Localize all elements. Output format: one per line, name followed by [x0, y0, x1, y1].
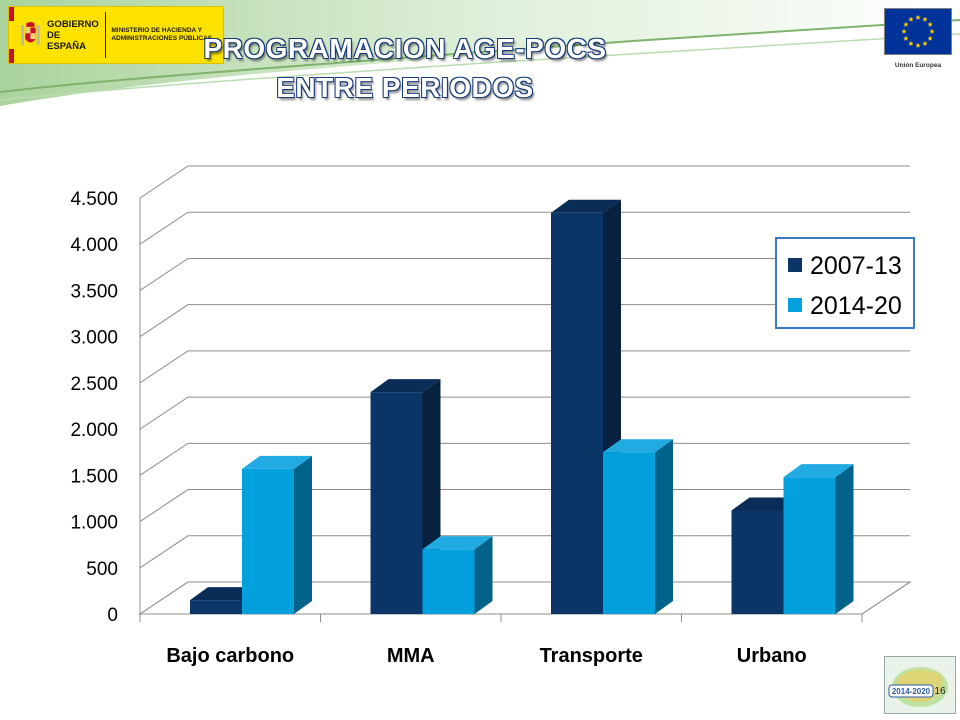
y-tick-label: 3.500	[70, 281, 118, 302]
eu-star-icon	[908, 16, 914, 22]
x-category-label: Urbano	[737, 645, 807, 667]
legend-swatch	[788, 258, 802, 272]
bar-front	[242, 468, 294, 614]
eu-flag-icon	[884, 8, 952, 55]
eu-logo: Unión Europea	[884, 8, 952, 69]
programme-badge: 2014-2020	[884, 656, 956, 714]
floor-edge	[861, 581, 911, 615]
spanish-flag-stripe	[9, 7, 15, 63]
x-category-label: MMA	[387, 645, 435, 667]
bar-top	[783, 464, 854, 478]
page-number: 16	[934, 686, 946, 697]
chart-legend	[775, 237, 915, 329]
bar-side	[474, 536, 493, 614]
gridline	[139, 165, 910, 199]
bar-front	[731, 510, 784, 614]
bar-front	[190, 600, 242, 614]
coat-of-arms-icon	[21, 21, 40, 45]
badge-text: 2014-2020	[892, 687, 931, 696]
y-tick-label: 3.000	[70, 328, 118, 349]
y-tick-label: 500	[86, 559, 118, 580]
y-tick-label: 1.500	[70, 466, 118, 487]
logo-divider	[104, 12, 106, 58]
bar-front	[370, 392, 423, 614]
legend-label: 2014-20	[810, 292, 902, 320]
gridline	[139, 211, 910, 245]
y-tick-label: 1.000	[70, 513, 118, 534]
y-tick-label: 0	[107, 605, 118, 626]
bar-front	[603, 452, 655, 614]
gridline	[139, 257, 910, 291]
x-category-label: Bajo carbono	[166, 645, 294, 667]
bar-top	[370, 379, 441, 393]
government-name: GOBIERNO DE ESPAÑA	[47, 18, 99, 52]
bar-top	[603, 439, 673, 453]
y-tick-label: 2.000	[70, 420, 118, 441]
eu-star-icon	[927, 35, 933, 41]
eu-star-icon	[908, 40, 914, 46]
bar-top	[422, 536, 493, 550]
eu-star-icon	[929, 28, 935, 34]
eu-star-icon	[915, 42, 921, 48]
ministry-name: MINISTERIO DE HACIENDA Y ADMINISTRACIONE…	[111, 26, 213, 43]
gridline	[139, 396, 910, 430]
legend-label: 2007-13	[810, 252, 902, 280]
eu-star-icon	[901, 28, 907, 34]
slide-subtitle: ENTRE PERIODOS	[276, 72, 534, 103]
eu-star-icon	[903, 35, 909, 41]
eu-label: Unión Europea	[894, 62, 942, 69]
slide-title: PROGRAMACION AGE-POCS	[203, 33, 607, 64]
y-tick-label: 2.500	[70, 374, 118, 395]
bar-front	[551, 212, 603, 614]
x-category-label: Transporte	[540, 645, 643, 667]
bar-top	[551, 199, 621, 213]
y-tick-label: 4.000	[70, 235, 118, 256]
programme-badge-graphic: 2014-2020	[888, 667, 948, 707]
bar-side	[294, 455, 312, 614]
header-swoosh	[0, 0, 960, 106]
eu-star-icon	[927, 21, 933, 27]
eu-star-icon	[922, 16, 928, 22]
bar-side	[835, 464, 854, 614]
eu-star-icon	[903, 21, 909, 27]
bar-side	[655, 439, 673, 614]
y-tick-label: 4.500	[70, 189, 118, 210]
gridline	[139, 350, 910, 384]
bar-top	[242, 455, 312, 469]
legend-swatch	[788, 298, 802, 312]
eu-star-icon	[922, 40, 928, 46]
bar-front	[422, 549, 475, 614]
bar-front	[783, 477, 836, 614]
eu-star-icon	[915, 14, 921, 20]
gridline	[139, 304, 910, 338]
government-logo: GOBIERNO DE ESPAÑA MINISTERIO DE HACIEND…	[8, 6, 224, 64]
